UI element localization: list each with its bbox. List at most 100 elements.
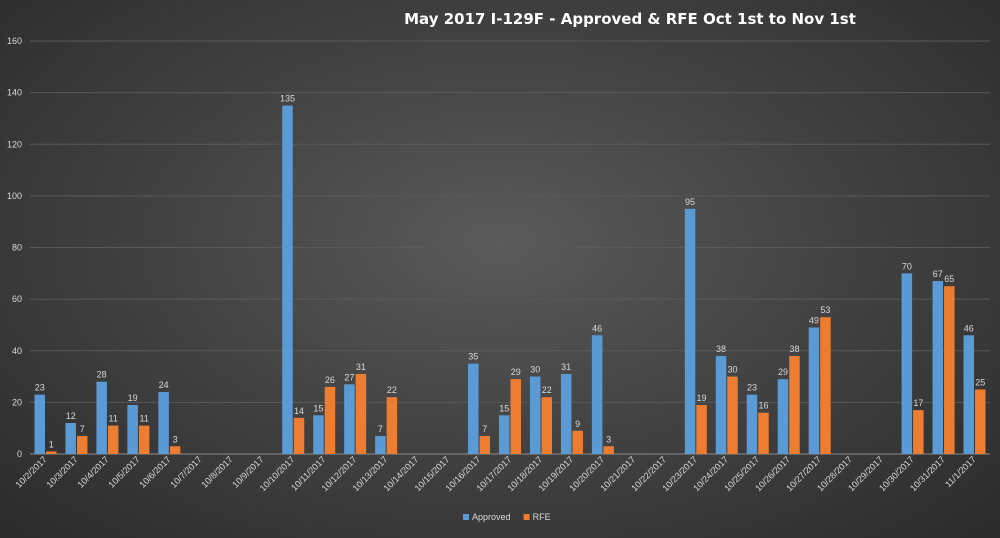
- data-label: 15: [499, 403, 509, 413]
- rfe-bar: [510, 379, 521, 454]
- rfe-bar: [820, 317, 831, 454]
- x-tick-label: 10/4/2017: [75, 454, 110, 489]
- data-label: 95: [685, 197, 695, 207]
- approved-bar: [375, 435, 386, 454]
- data-label: 135: [280, 94, 295, 104]
- y-tick-label: 140: [7, 88, 22, 98]
- approved-bar: [901, 273, 913, 454]
- rfe-bar: [386, 397, 398, 454]
- x-tick-label: 10/8/2017: [199, 454, 234, 489]
- x-tick-label: 11/1/2017: [943, 454, 978, 489]
- data-label: 16: [758, 401, 768, 411]
- y-tick-label: 40: [12, 346, 22, 356]
- approved-bar: [96, 381, 107, 454]
- data-label: 19: [128, 393, 138, 403]
- data-label: 38: [716, 344, 726, 354]
- data-label: 53: [820, 305, 830, 315]
- data-label: 46: [964, 323, 974, 333]
- x-tick-label: 10/3/2017: [44, 454, 79, 489]
- y-tick-label: 160: [7, 36, 22, 46]
- data-label: 31: [356, 362, 366, 372]
- y-tick-label: 100: [7, 191, 22, 201]
- data-label: 67: [933, 269, 943, 279]
- y-tick-label: 0: [17, 449, 22, 459]
- data-label: 15: [313, 403, 323, 413]
- data-label: 30: [728, 365, 738, 375]
- rfe-bar: [479, 435, 491, 454]
- chart-title: May 2017 I-129F - Approved & RFE Oct 1st…: [404, 10, 856, 28]
- approved-bar: [808, 327, 820, 454]
- approved-bar: [313, 415, 324, 454]
- data-label: 11: [139, 414, 148, 424]
- rfe-bar: [107, 425, 119, 454]
- data-label: 3: [606, 434, 611, 444]
- approved-bar: [127, 404, 138, 454]
- approved-bar: [499, 415, 510, 454]
- rfe-bar: [138, 425, 150, 454]
- data-label: 27: [344, 372, 354, 382]
- rfe-bar: [76, 435, 88, 454]
- data-label: 7: [482, 424, 487, 434]
- data-label: 23: [747, 383, 757, 393]
- data-label: 1: [49, 439, 54, 449]
- data-label: 12: [66, 411, 76, 421]
- rfe-bar: [45, 451, 57, 454]
- data-label: 35: [468, 352, 478, 362]
- legend-label-approved: Approved: [472, 512, 511, 522]
- approved-bar: [560, 373, 572, 454]
- approved-bar: [715, 355, 727, 454]
- data-label: 22: [542, 385, 552, 395]
- approved-bar: [591, 335, 603, 454]
- rfe-bar: [293, 417, 305, 454]
- y-tick-label: 120: [7, 139, 22, 149]
- rfe-bar: [758, 412, 769, 454]
- data-label: 3: [173, 434, 178, 444]
- approved-bar: [158, 392, 169, 454]
- data-label: 31: [561, 362, 571, 372]
- data-label: 29: [511, 367, 521, 377]
- data-label: 24: [159, 380, 169, 390]
- rfe-bar: [572, 430, 583, 454]
- x-tick-label: 10/6/2017: [137, 454, 172, 489]
- approved-bar: [963, 335, 975, 454]
- approved-bar: [684, 208, 696, 454]
- data-label: 70: [902, 261, 912, 271]
- data-label: 11: [108, 414, 117, 424]
- rfe-bar: [975, 389, 986, 454]
- approved-bar: [282, 105, 293, 454]
- data-label: 25: [975, 377, 985, 387]
- data-label: 19: [697, 393, 707, 403]
- approved-bar: [932, 281, 944, 454]
- rfe-bar: [324, 386, 336, 454]
- legend-swatch-approved: [463, 514, 469, 520]
- rfe-bar: [169, 446, 181, 454]
- x-tick-label: 10/7/2017: [168, 454, 203, 489]
- legend-swatch-rfe: [523, 514, 530, 520]
- approved-bar: [529, 376, 541, 454]
- data-label: 22: [387, 385, 397, 395]
- approved-bar: [777, 379, 789, 454]
- rfe-bar: [727, 376, 738, 454]
- approved-bar: [746, 394, 758, 454]
- data-label: 46: [592, 323, 602, 333]
- rfe-bar: [355, 373, 367, 454]
- data-label: 7: [378, 424, 383, 434]
- data-label: 30: [530, 365, 540, 375]
- data-label: 14: [294, 406, 304, 416]
- data-label: 7: [80, 424, 85, 434]
- approved-bar: [344, 384, 355, 454]
- y-tick-label: 20: [12, 397, 22, 407]
- data-label: 65: [944, 274, 954, 284]
- data-label: 17: [913, 398, 923, 408]
- rfe-bar: [944, 286, 955, 454]
- data-label: 49: [809, 316, 819, 326]
- legend-label-rfe: RFE: [533, 512, 551, 522]
- data-label: 29: [778, 367, 788, 377]
- x-tick-label: 10/2/2017: [14, 454, 49, 489]
- rfe-bar: [541, 397, 552, 454]
- data-label: 28: [97, 370, 107, 380]
- data-label: 38: [789, 344, 799, 354]
- y-tick-label: 80: [12, 243, 22, 253]
- data-label: 23: [35, 383, 45, 393]
